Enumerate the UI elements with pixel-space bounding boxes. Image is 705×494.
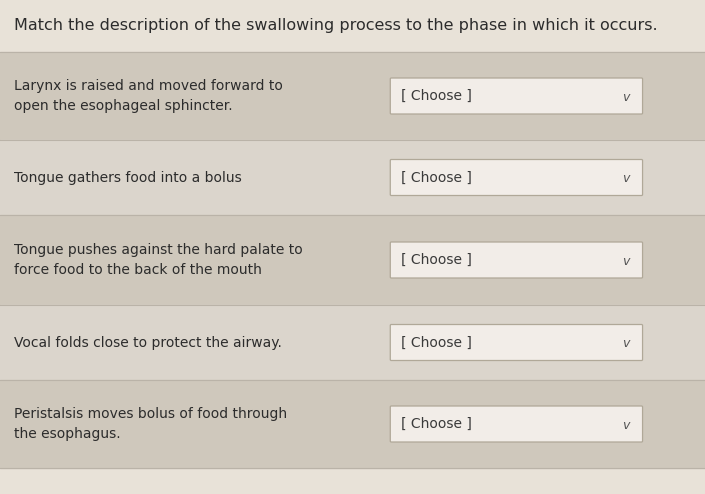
Text: Tongue gathers food into a bolus: Tongue gathers food into a bolus [14, 170, 242, 184]
FancyBboxPatch shape [391, 78, 642, 114]
Text: v: v [622, 254, 630, 267]
Text: v: v [622, 418, 630, 431]
Bar [0, 52, 705, 140]
Text: v: v [622, 90, 630, 104]
Text: [ Choose ]: [ Choose ] [401, 89, 472, 103]
FancyBboxPatch shape [391, 325, 642, 361]
Text: v: v [622, 172, 630, 185]
Text: [ Choose ]: [ Choose ] [401, 170, 472, 184]
Text: Match the description of the swallowing process to the phase in which it occurs.: Match the description of the swallowing … [14, 18, 658, 33]
Text: open the esophageal sphincter.: open the esophageal sphincter. [14, 99, 233, 113]
FancyBboxPatch shape [391, 406, 642, 442]
Bar [0, 215, 705, 305]
Bar [0, 140, 705, 215]
Text: Vocal folds close to protect the airway.: Vocal folds close to protect the airway. [14, 335, 282, 349]
Text: force food to the back of the mouth: force food to the back of the mouth [14, 263, 262, 277]
Text: [ Choose ]: [ Choose ] [401, 417, 472, 431]
Text: Tongue pushes against the hard palate to: Tongue pushes against the hard palate to [14, 243, 302, 257]
Bar [0, 380, 705, 468]
Text: [ Choose ]: [ Choose ] [401, 335, 472, 349]
Text: [ Choose ]: [ Choose ] [401, 253, 472, 267]
Text: the esophagus.: the esophagus. [14, 427, 121, 441]
Text: v: v [622, 337, 630, 350]
FancyBboxPatch shape [391, 242, 642, 278]
Text: Larynx is raised and moved forward to: Larynx is raised and moved forward to [14, 79, 283, 93]
Text: Peristalsis moves bolus of food through: Peristalsis moves bolus of food through [14, 407, 287, 421]
Bar [0, 305, 705, 380]
FancyBboxPatch shape [391, 160, 642, 196]
